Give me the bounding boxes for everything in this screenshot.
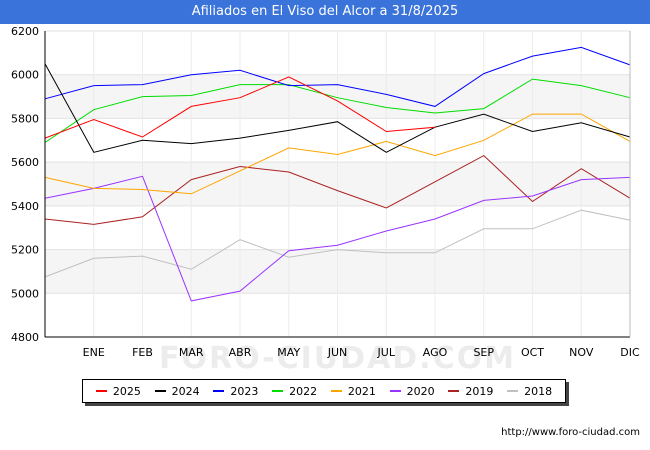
x-tick-label: MAR xyxy=(179,346,204,359)
series-line-2021 xyxy=(44,113,631,195)
legend-label: 2022 xyxy=(289,384,318,398)
legend-item-2024: 2024 xyxy=(154,384,200,398)
y-axis-ticks: 4800 5000 5200 5400 5600 5800 6000 6200 xyxy=(11,25,39,344)
x-tick-label: OCT xyxy=(521,346,544,359)
legend-item-2019: 2019 xyxy=(448,385,493,398)
x-tick-label: JUN xyxy=(327,346,348,359)
legend-swatch xyxy=(389,390,401,392)
y-tick-label: 5800 xyxy=(11,112,39,125)
legend-label: 2019 xyxy=(465,384,494,398)
y-tick-label: 5600 xyxy=(11,156,39,169)
legend-label: 2021 xyxy=(347,384,376,398)
legend-label: 2018 xyxy=(524,384,553,398)
legend-item-2025: 2025 xyxy=(95,384,141,398)
source-url: http://www.foro-ciudad.com xyxy=(501,427,640,438)
watermark-layer: FORO-CIUDAD.COM xyxy=(159,341,516,376)
legend-item-2018: 2018 xyxy=(507,385,552,398)
legend-swatch xyxy=(272,390,284,392)
x-tick-label: AGO xyxy=(423,346,448,359)
x-tick-label: ENE xyxy=(83,346,105,359)
y-tick-label: 6200 xyxy=(11,25,39,38)
series-line-2025 xyxy=(44,76,436,139)
legend-swatch xyxy=(448,390,460,392)
legend-item-2023: 2023 xyxy=(213,385,258,398)
series-line-2024 xyxy=(44,63,631,153)
y-tick-label: 5000 xyxy=(11,287,39,300)
chart-title: Afiliados en El Viso del Alcor a 31/8/20… xyxy=(0,0,650,24)
legend-label: 2024 xyxy=(171,384,200,398)
legend-item-2021: 2021 xyxy=(330,384,376,398)
series-line-2018 xyxy=(44,209,631,278)
series-line-2019 xyxy=(44,154,631,225)
legend-swatch xyxy=(95,390,107,392)
x-tick-label: SEP xyxy=(473,346,494,359)
y-tick-label: 6000 xyxy=(11,69,39,82)
x-tick-label: MAY xyxy=(277,346,300,359)
legend-item-2022: 2022 xyxy=(272,385,317,398)
legend-label: 2023 xyxy=(230,384,259,398)
legend-swatch xyxy=(330,390,342,392)
watermark-text: FORO-CIUDAD.COM xyxy=(159,341,516,376)
legend-label: 2020 xyxy=(406,384,435,398)
legend-swatch xyxy=(507,390,519,392)
series-line-2022 xyxy=(44,78,631,143)
y-tick-label: 4800 xyxy=(11,331,39,344)
legend: 2025 2024 2023 2022 2021 2020 2019 2018 xyxy=(82,379,566,403)
x-tick-label: FEB xyxy=(132,346,153,359)
x-axis-ticks: ENE FEB MAR ABR MAY JUN JUL AGO SEP OCT NOV DIC xyxy=(83,346,640,359)
series-line-2020 xyxy=(44,175,631,302)
x-tick-label: DIC xyxy=(620,346,640,359)
y-tick-label: 5200 xyxy=(11,244,39,257)
legend-swatch xyxy=(213,390,225,392)
x-tick-label: ABR xyxy=(229,346,252,359)
x-tick-label: JUL xyxy=(377,346,396,359)
x-tick-label: NOV xyxy=(569,346,594,359)
series-layer xyxy=(44,46,631,302)
axes xyxy=(44,31,631,338)
y-tick-label: 5400 xyxy=(11,200,39,213)
legend-item-2020: 2020 xyxy=(389,384,435,398)
legend-label: 2025 xyxy=(112,384,141,398)
series-line-2023 xyxy=(44,46,631,107)
legend-swatch xyxy=(154,390,166,392)
